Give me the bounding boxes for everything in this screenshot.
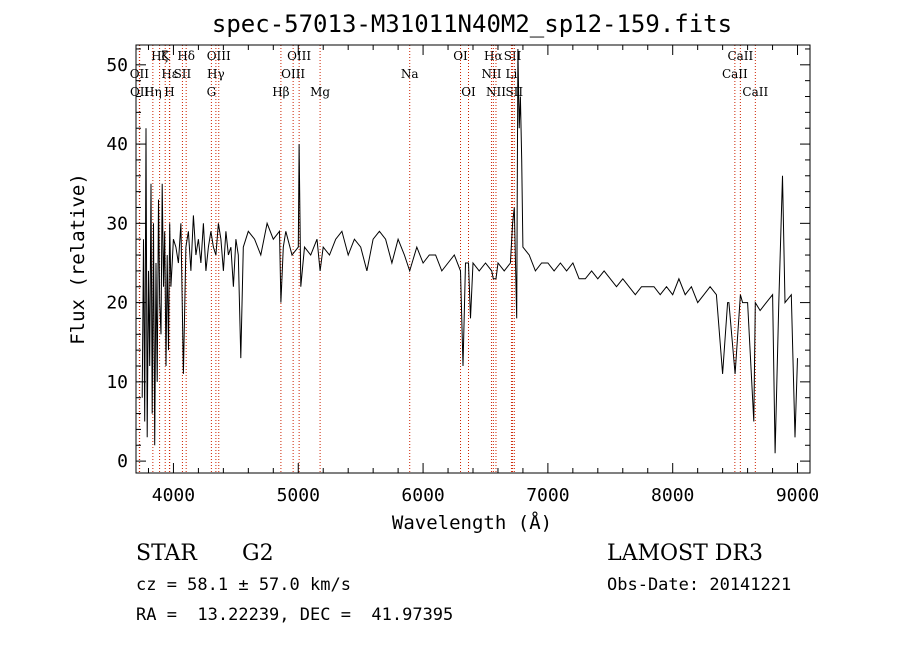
y-axis-label: Flux (relative) xyxy=(67,173,89,345)
object-subclass: G2 xyxy=(242,541,274,566)
y-tick-label: 40 xyxy=(106,134,128,155)
spectral-line-label: Hη xyxy=(144,85,162,99)
spectral-line-label: OII xyxy=(130,67,150,81)
survey-name: LAMOST DR3 xyxy=(607,541,763,566)
x-tick-label: 5000 xyxy=(277,485,320,506)
x-tick-label: 6000 xyxy=(401,485,444,506)
spectral-line-label: Na xyxy=(401,67,419,81)
obs-date-text: Obs-Date: 20141221 xyxy=(607,575,792,595)
spectral-line-label: OI xyxy=(453,49,468,63)
spectrum-series-line xyxy=(141,48,798,454)
x-tick-label: 9000 xyxy=(776,485,819,506)
spectral-line-label: NII xyxy=(481,67,501,81)
spectral-line-label: CaII xyxy=(722,67,748,81)
spectral-line-label: K xyxy=(161,49,171,63)
spectral-line-label: Mg xyxy=(310,85,330,99)
spectral-line-label: Hα xyxy=(484,49,503,63)
object-class: STAR xyxy=(136,541,197,566)
spectral-line-label: OII xyxy=(130,85,150,99)
spectral-line-label: G xyxy=(207,85,217,99)
spectral-line-label: OI xyxy=(461,85,476,99)
spectral-line-label: Li xyxy=(506,67,518,81)
y-tick-label: 50 xyxy=(106,55,128,76)
x-axis-label: Wavelength (Å) xyxy=(392,511,552,534)
spectral-line-label: OIII xyxy=(207,49,231,63)
spectral-line-label: SII xyxy=(504,49,522,63)
y-tick-label: 0 xyxy=(117,451,128,472)
spectral-line-label: Hδ xyxy=(177,49,195,63)
axis-ticks: 4000 5000 6000 7000 8000 9000 0 10 20 30 40 50 xyxy=(106,45,819,506)
spectral-line-label: H xyxy=(164,85,174,99)
spectral-line-label: Hβ xyxy=(272,85,289,99)
y-tick-label: 20 xyxy=(106,293,128,314)
redshift-text: cz = 58.1 ± 57.0 km/s xyxy=(136,575,351,595)
chart-title: spec-57013-M31011N40M2_sp12-159.fits xyxy=(212,10,732,38)
y-tick-label: 30 xyxy=(106,213,128,234)
plot-frame xyxy=(135,44,811,474)
spectral-line-label: CaII xyxy=(742,85,768,99)
spectral-line-label: NII xyxy=(486,85,506,99)
spectral-line-label: Hγ xyxy=(207,67,225,81)
spectral-line-label: SII xyxy=(174,67,192,81)
spectral-line-label: CaII xyxy=(727,49,753,63)
spectral-line-label: OIII xyxy=(281,67,305,81)
y-tick-label: 10 xyxy=(106,372,128,393)
x-tick-label: 7000 xyxy=(526,485,569,506)
x-tick-label: 4000 xyxy=(152,485,195,506)
coordinates-text: RA = 13.22239, DEC = 41.97395 xyxy=(136,605,454,625)
spectral-line-label: OIII xyxy=(287,49,311,63)
spectral-line-label: Hζ xyxy=(151,49,168,63)
spectral-line-label: Hε xyxy=(161,67,178,81)
x-tick-label: 8000 xyxy=(651,485,694,506)
